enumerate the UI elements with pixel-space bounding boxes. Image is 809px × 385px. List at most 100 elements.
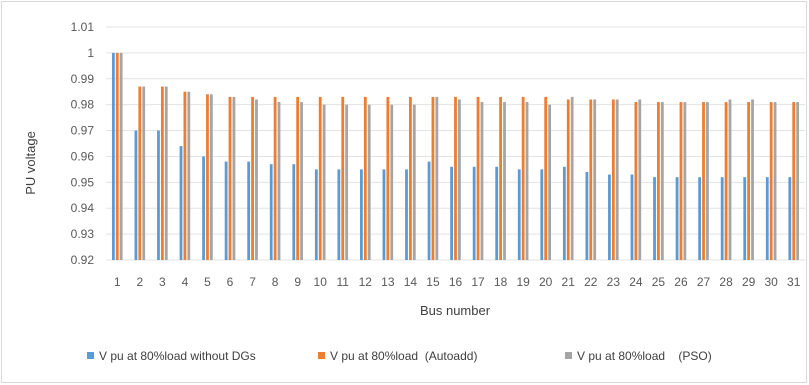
bar xyxy=(450,167,453,260)
bar xyxy=(142,87,145,260)
bar xyxy=(337,169,340,260)
bar xyxy=(409,97,412,260)
bar xyxy=(386,97,389,260)
y-tick-label: 0.96 xyxy=(71,149,95,163)
bar xyxy=(274,97,277,260)
bar xyxy=(634,102,637,260)
x-tick-label: 26 xyxy=(674,275,688,289)
x-tick-label: 28 xyxy=(719,275,733,289)
y-tick-label: 0.92 xyxy=(71,253,95,267)
bar xyxy=(319,97,322,260)
bar xyxy=(567,99,570,260)
bar xyxy=(616,99,619,260)
x-tick-label: 29 xyxy=(742,275,756,289)
y-tick-label: 0.95 xyxy=(71,175,95,189)
bar xyxy=(341,97,344,260)
bar xyxy=(454,97,457,260)
bar xyxy=(729,99,732,260)
bar xyxy=(743,177,746,260)
bar xyxy=(766,177,769,260)
x-tick-label: 8 xyxy=(272,275,279,289)
x-tick-label: 19 xyxy=(516,275,530,289)
y-tick-label: 0.94 xyxy=(71,201,95,215)
bar xyxy=(473,167,476,260)
bar xyxy=(138,87,141,260)
bar xyxy=(161,87,164,260)
bar xyxy=(676,177,679,260)
bar xyxy=(405,169,408,260)
bar xyxy=(706,102,709,260)
bar xyxy=(495,167,498,260)
bar xyxy=(585,172,588,260)
bar xyxy=(184,92,187,260)
bar xyxy=(435,97,438,260)
x-tick-label: 17 xyxy=(471,275,485,289)
bar xyxy=(792,102,795,260)
bar xyxy=(157,131,160,260)
x-tick-label: 27 xyxy=(697,275,711,289)
x-tick-label: 20 xyxy=(539,275,553,289)
bar xyxy=(270,164,273,260)
bar xyxy=(653,177,656,260)
bar xyxy=(165,87,168,260)
bar xyxy=(526,102,529,260)
y-axis-title: PU voltage xyxy=(23,131,38,195)
bar xyxy=(544,97,547,260)
y-tick-label: 0.98 xyxy=(71,98,95,112)
bar xyxy=(432,97,435,260)
x-tick-label: 10 xyxy=(314,275,328,289)
y-tick-label: 0.97 xyxy=(71,124,95,138)
x-tick-label: 5 xyxy=(204,275,211,289)
x-tick-label: 23 xyxy=(607,275,621,289)
x-tick-label: 24 xyxy=(629,275,643,289)
x-tick-label: 15 xyxy=(426,275,440,289)
legend-swatch xyxy=(87,352,94,359)
x-tick-label: 22 xyxy=(584,275,598,289)
x-tick-label: 21 xyxy=(562,275,576,289)
bar xyxy=(683,102,686,260)
bar xyxy=(548,105,551,260)
bar xyxy=(225,162,228,260)
bar xyxy=(774,102,777,260)
bar xyxy=(518,169,521,260)
legend-label: V pu at 80%load (Autoadd) xyxy=(330,349,477,363)
x-tick-label: 3 xyxy=(159,275,166,289)
bar xyxy=(593,99,596,260)
bar xyxy=(315,169,318,260)
bar xyxy=(638,99,641,260)
bar xyxy=(187,92,190,260)
legend-swatch xyxy=(318,352,325,359)
bar xyxy=(540,169,543,260)
bar xyxy=(180,146,183,260)
bar xyxy=(292,164,295,260)
y-tick-label: 1.01 xyxy=(71,20,95,34)
bar xyxy=(278,102,281,260)
x-tick-label: 25 xyxy=(652,275,666,289)
bar xyxy=(247,162,250,260)
bar xyxy=(721,177,724,260)
bar xyxy=(112,53,115,260)
bar xyxy=(210,94,213,260)
bar xyxy=(770,102,773,260)
x-tick-label: 16 xyxy=(449,275,463,289)
x-tick-label: 11 xyxy=(337,275,350,289)
bar xyxy=(135,131,138,260)
y-tick-label: 1 xyxy=(87,46,94,60)
bar xyxy=(563,167,566,260)
bar xyxy=(251,97,254,260)
x-tick-labels: 1 2 3 4 5 6 7 8 9 10 11 12 13 14 15 16 17 18 19 20 21 22 23 24 2… xyxy=(114,275,801,289)
legend-swatch xyxy=(565,352,572,359)
bar xyxy=(477,97,480,260)
legend-label: V pu at 80%load without DGs xyxy=(99,349,256,363)
bar xyxy=(698,177,701,260)
x-tick-label: 7 xyxy=(249,275,256,289)
x-tick-label: 1 xyxy=(114,275,121,289)
x-tick-label: 2 xyxy=(136,275,143,289)
bar xyxy=(390,105,393,260)
bar xyxy=(345,105,348,260)
bar xyxy=(120,53,123,260)
bar xyxy=(612,99,615,260)
bar xyxy=(296,97,299,260)
bar xyxy=(323,105,326,260)
